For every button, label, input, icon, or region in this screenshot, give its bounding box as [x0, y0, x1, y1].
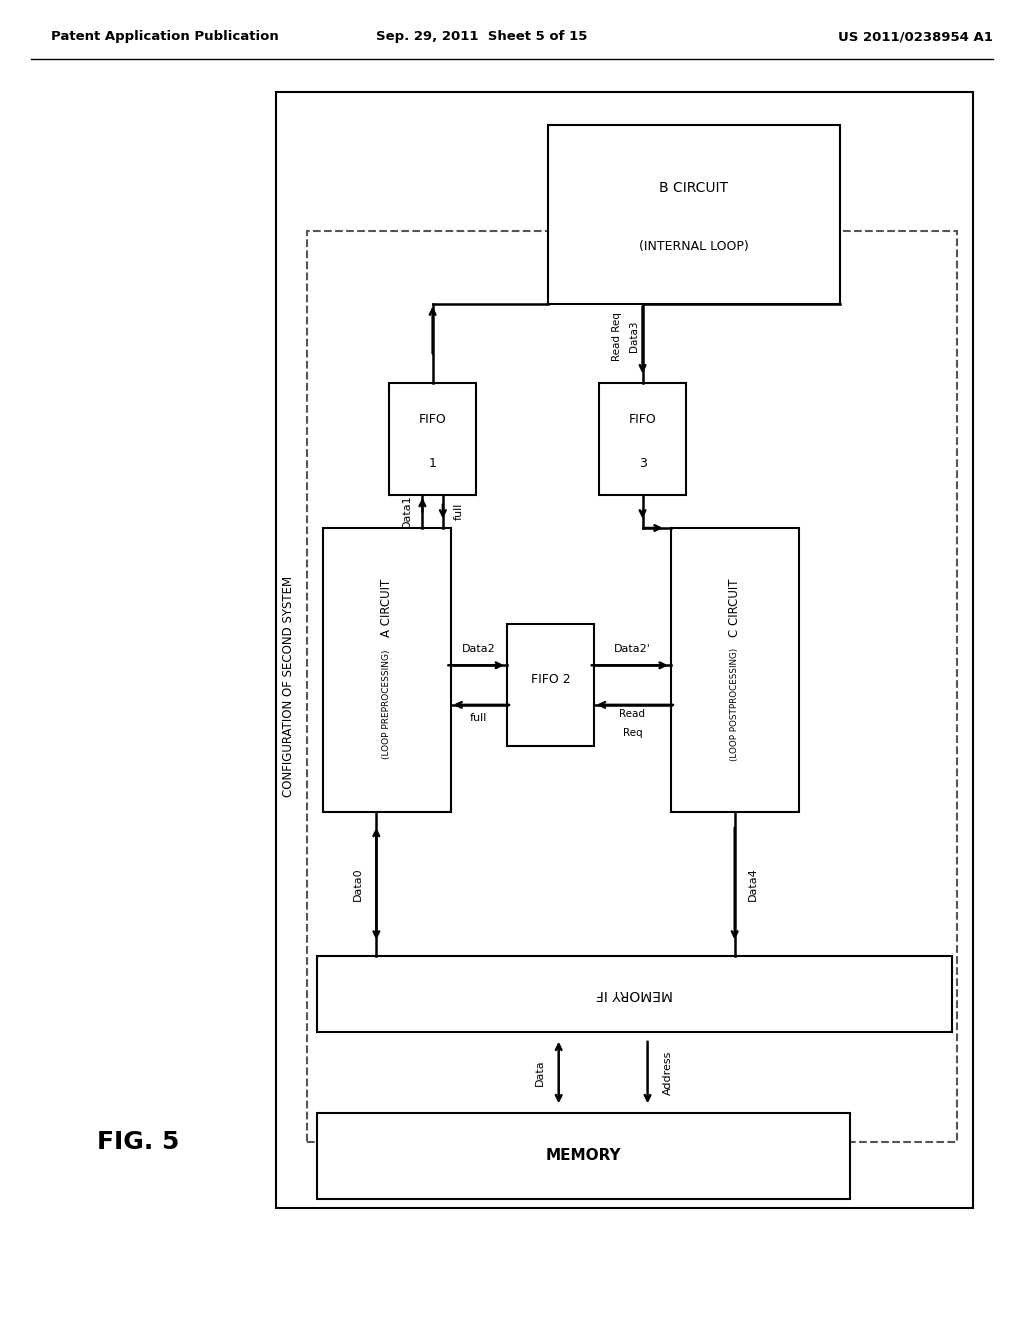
- Text: Data2': Data2': [613, 644, 651, 655]
- Text: MEMORY: MEMORY: [546, 1148, 622, 1163]
- Text: Data4: Data4: [749, 867, 758, 900]
- Text: full: full: [470, 713, 487, 723]
- Text: CONFIGURATION OF SECOND SYSTEM: CONFIGURATION OF SECOND SYSTEM: [283, 576, 295, 797]
- Text: Req: Req: [623, 727, 642, 738]
- Text: A CIRCUIT: A CIRCUIT: [380, 578, 393, 636]
- Text: Data1: Data1: [402, 495, 412, 528]
- Text: 1: 1: [429, 457, 436, 470]
- Bar: [671, 528, 799, 812]
- Bar: [307, 231, 957, 1142]
- Bar: [389, 383, 476, 495]
- Text: Data: Data: [536, 1059, 545, 1086]
- Bar: [599, 383, 686, 495]
- Bar: [317, 956, 952, 1032]
- Text: Read: Read: [620, 709, 645, 719]
- Text: Data3: Data3: [630, 321, 639, 352]
- Bar: [548, 125, 840, 304]
- Text: (INTERNAL LOOP): (INTERNAL LOOP): [639, 240, 749, 253]
- Text: (LOOP POSTPROCESSING): (LOOP POSTPROCESSING): [730, 647, 739, 760]
- Text: FIFO: FIFO: [629, 413, 656, 426]
- Bar: [507, 624, 594, 746]
- Text: Sep. 29, 2011  Sheet 5 of 15: Sep. 29, 2011 Sheet 5 of 15: [376, 30, 587, 44]
- Bar: [317, 1113, 850, 1199]
- Text: full: full: [454, 503, 463, 520]
- Text: Data2: Data2: [462, 644, 496, 655]
- Text: FIFO 2: FIFO 2: [530, 672, 570, 685]
- Text: US 2011/0238954 A1: US 2011/0238954 A1: [839, 30, 993, 44]
- Text: Address: Address: [664, 1051, 673, 1094]
- Text: FIG. 5: FIG. 5: [97, 1130, 179, 1154]
- Text: 3: 3: [639, 457, 646, 470]
- Text: C CIRCUIT: C CIRCUIT: [728, 578, 741, 636]
- Bar: [276, 92, 973, 1208]
- Text: FIFO: FIFO: [419, 413, 446, 426]
- Text: MEMORY IF: MEMORY IF: [596, 987, 674, 1001]
- Text: B CIRCUIT: B CIRCUIT: [659, 181, 728, 195]
- Text: Read Req: Read Req: [612, 312, 622, 362]
- Text: (LOOP PREPROCESSING): (LOOP PREPROCESSING): [382, 649, 391, 759]
- Text: Patent Application Publication: Patent Application Publication: [51, 30, 279, 44]
- Bar: [323, 528, 451, 812]
- Text: Data0: Data0: [353, 867, 362, 900]
